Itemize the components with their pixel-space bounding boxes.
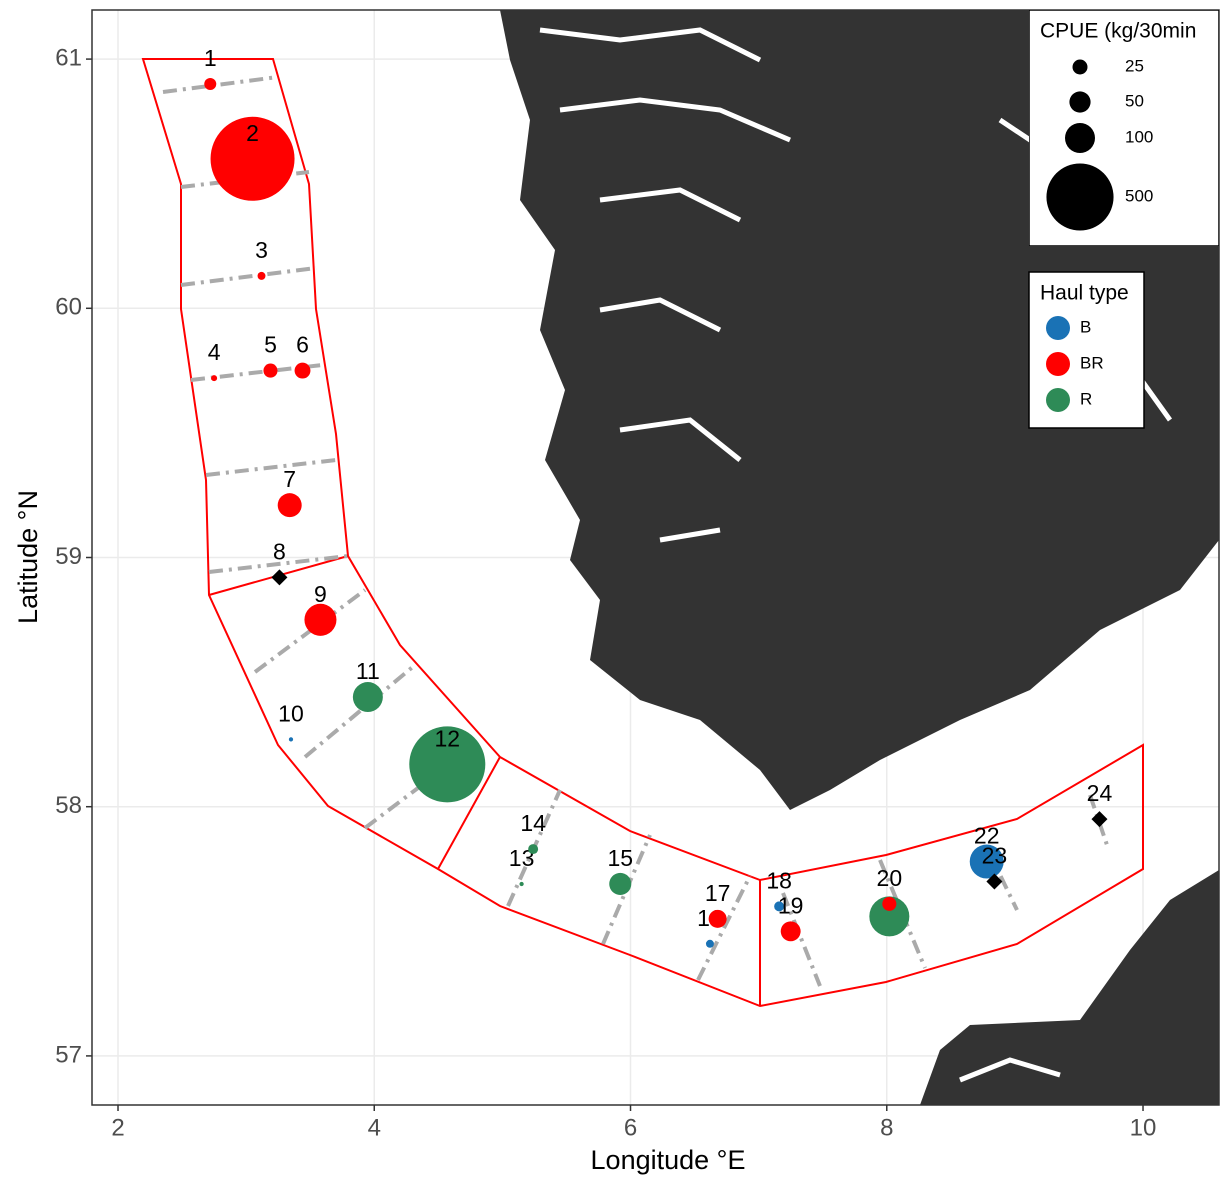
cpue-bubble xyxy=(609,872,632,895)
size-legend-key xyxy=(1069,91,1091,113)
cpue-bubble xyxy=(882,896,897,911)
x-axis-title: Longitude °E xyxy=(591,1145,746,1175)
cpue-bubble xyxy=(211,375,218,382)
legend-entries: B BR R xyxy=(1046,316,1104,412)
color-legend-key xyxy=(1046,388,1070,412)
track xyxy=(303,663,417,759)
cpue-bubble xyxy=(294,362,311,379)
x-tick-label: 6 xyxy=(624,1114,637,1141)
legend-title: CPUE (kg/30min xyxy=(1040,20,1196,43)
cpue-bubble xyxy=(774,901,785,912)
zero-catch-marker xyxy=(986,873,1003,890)
legend-title: Haul type xyxy=(1040,282,1129,305)
station-label: 8 xyxy=(273,539,286,565)
station-label: 9 xyxy=(314,581,327,607)
size-legend: CPUE (kg/30min 25 50 100 500 xyxy=(1029,10,1219,246)
station-label: 5 xyxy=(264,332,277,358)
cpue-bubble xyxy=(519,881,524,887)
limfjord xyxy=(959,1057,1061,1083)
track xyxy=(781,892,822,987)
color-legend-key xyxy=(1046,352,1070,376)
station-label: 1 xyxy=(204,45,217,71)
x-tick-label: 4 xyxy=(368,1114,381,1141)
cpue-bubble xyxy=(969,844,1004,879)
size-legend-label: 500 xyxy=(1125,186,1153,205)
color-legend-label: R xyxy=(1080,389,1092,408)
x-tick-label: 2 xyxy=(111,1114,124,1141)
station-label: 15 xyxy=(607,845,633,871)
track xyxy=(180,266,317,287)
y-tick-label: 61 xyxy=(55,44,82,71)
station-label: 6 xyxy=(296,332,309,358)
station-label: 23 xyxy=(982,843,1008,869)
station-label: 11 xyxy=(356,658,380,684)
cpue-bubble xyxy=(257,271,266,280)
station-label: 14 xyxy=(520,810,546,836)
color-legend: Haul type B BR R xyxy=(1028,271,1145,429)
station-label: 22 xyxy=(974,823,1000,849)
y-tick-label: 60 xyxy=(55,294,82,321)
cpue-bubble xyxy=(869,896,910,937)
station-label: 7 xyxy=(283,466,296,492)
track xyxy=(208,554,349,574)
station-label: 18 xyxy=(766,867,792,893)
points: 1234567891011121314151617181920222324 xyxy=(204,45,1113,948)
station-label: 3 xyxy=(255,237,268,263)
y-tick-label: 57 xyxy=(55,1041,82,1068)
stratum-outline xyxy=(141,58,1144,1008)
size-legend-key xyxy=(1065,123,1095,153)
x-tick-label: 10 xyxy=(1130,1114,1157,1141)
cpue-bubble xyxy=(705,939,714,948)
color-legend-label: B xyxy=(1080,317,1091,336)
station-label: 12 xyxy=(434,725,460,751)
x-tick-label: 8 xyxy=(880,1114,893,1141)
cpue-bubble xyxy=(304,603,337,636)
cpue-bubble xyxy=(277,493,302,518)
station-label: 20 xyxy=(877,865,903,891)
track xyxy=(696,875,752,981)
legend-entries: 25 50 100 500 xyxy=(1046,56,1153,231)
cpue-bubble xyxy=(409,726,486,803)
cpue-bubble xyxy=(204,78,217,91)
size-legend-key xyxy=(1046,163,1114,231)
track xyxy=(205,458,337,477)
cpue-bubble xyxy=(708,909,727,928)
color-legend-key xyxy=(1046,316,1070,340)
y-tick-label: 58 xyxy=(55,792,82,819)
cpue-bubble xyxy=(263,363,278,378)
station-label: 19 xyxy=(778,892,804,918)
color-legend-label: BR xyxy=(1080,353,1104,372)
cpue-bubble xyxy=(780,921,801,942)
station-label: 17 xyxy=(705,880,731,906)
size-legend-label: 50 xyxy=(1125,91,1144,110)
station-label: 10 xyxy=(278,700,304,726)
size-legend-label: 100 xyxy=(1125,127,1153,146)
size-legend-key xyxy=(1072,59,1088,75)
denmark xyxy=(920,870,1219,1105)
size-legend-label: 25 xyxy=(1125,56,1144,75)
track xyxy=(1088,794,1109,846)
cpue-bubble xyxy=(528,844,539,855)
cpue-bubble xyxy=(288,737,294,742)
y-tick-label: 59 xyxy=(55,543,82,570)
zero-catch-marker xyxy=(1091,811,1108,828)
cpue-bubble xyxy=(210,116,295,201)
station-label: 4 xyxy=(208,339,221,365)
zero-catch-marker xyxy=(271,569,288,586)
track xyxy=(162,75,279,94)
station-label: 24 xyxy=(1087,780,1113,806)
cpue-bubble xyxy=(352,682,383,713)
station-label: 2 xyxy=(246,120,259,146)
y-axis-title: Latitude °N xyxy=(13,490,43,624)
